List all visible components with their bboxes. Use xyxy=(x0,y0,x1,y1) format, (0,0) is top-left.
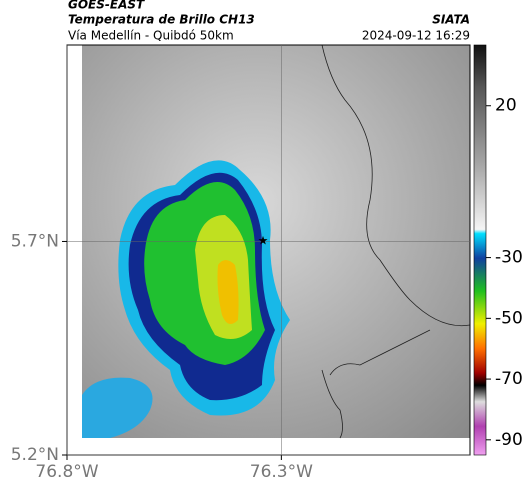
colorbar xyxy=(473,44,487,456)
y-tick-label: 5.7°N xyxy=(11,231,59,251)
timestamp: 2024-09-12 16:29 xyxy=(362,29,470,43)
org: SIATA xyxy=(432,13,470,27)
satellite-image xyxy=(67,44,471,455)
colorbar-tick-label: -30 xyxy=(495,248,523,268)
title: Temperatura de Brillo CH13 xyxy=(68,13,255,27)
city-marker: ★ xyxy=(258,234,269,248)
source: GOES-EAST xyxy=(68,0,145,12)
y-tick-label: 5.2°N xyxy=(11,445,59,465)
colorbar-tick-label: -90 xyxy=(495,430,523,450)
x-tick-label: 76.8°W xyxy=(35,462,98,482)
colorbar-tick-label: -70 xyxy=(495,369,523,389)
colorbar-tick-label: -50 xyxy=(495,308,523,328)
subtitle: Vía Medellín - Quibdó 50km xyxy=(68,29,234,43)
x-tick-label: 76.3°W xyxy=(250,462,313,482)
colorbar-tick-label: 20 xyxy=(495,96,517,116)
